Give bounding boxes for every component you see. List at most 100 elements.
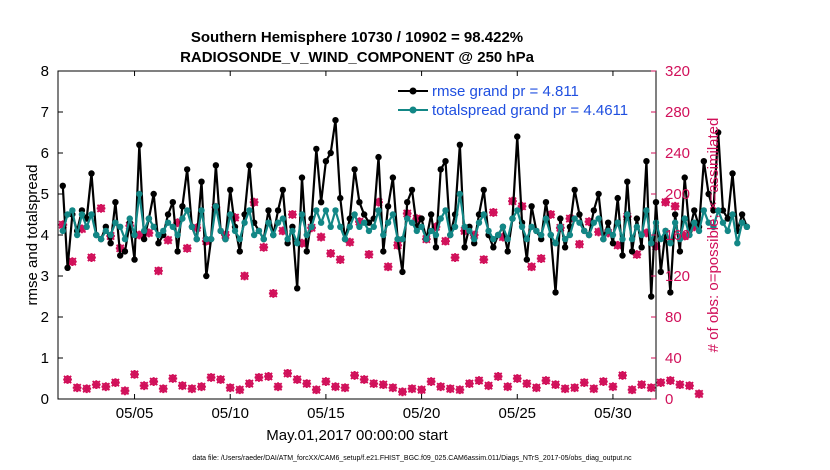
rmse-point <box>648 293 655 300</box>
obs-assimilated-marker <box>302 379 312 389</box>
rmse-point <box>136 141 143 148</box>
totalspread-point <box>227 211 234 218</box>
totalspread-point <box>260 235 267 243</box>
obs-assimilated-marker <box>158 384 168 394</box>
rmse-point <box>356 199 363 206</box>
totalspread-point <box>365 227 373 235</box>
obs-count-series <box>58 196 704 399</box>
rmse-point <box>437 166 444 173</box>
totalspread-point <box>207 235 215 243</box>
totalspread-point <box>389 211 397 218</box>
totalspread-point <box>73 231 81 239</box>
legend-marker-rmse <box>409 87 417 95</box>
totalspread-point <box>624 211 631 218</box>
x-tick-label: 05/25 <box>498 405 536 422</box>
series-layer <box>58 117 751 399</box>
totalspread-point <box>289 227 296 235</box>
obs-assimilated-marker <box>273 382 283 392</box>
y-tick-label-left: 4 <box>41 227 49 244</box>
obs-assimilated-marker <box>407 384 417 394</box>
totalspread-point <box>164 219 172 226</box>
obs-assimilated-marker <box>465 379 474 389</box>
obs-assimilated-marker <box>259 242 269 252</box>
obs-assimilated-marker <box>72 383 82 393</box>
obs-assimilated-marker <box>675 380 685 390</box>
obs-assimilated-marker <box>431 222 441 232</box>
rmse-point <box>552 289 559 296</box>
rmse-point <box>313 145 320 153</box>
y-tick-label-left: 5 <box>41 186 49 203</box>
totalspread-point <box>78 211 86 218</box>
rmse-point <box>351 166 358 173</box>
totalspread-point <box>643 207 650 214</box>
totalspread-point <box>217 227 224 235</box>
rmse-point <box>643 158 650 165</box>
obs-assimilated-marker <box>594 227 603 237</box>
totalspread-point <box>294 240 301 247</box>
rmse-point <box>246 162 253 169</box>
y-tick-label-right: 120 <box>665 268 690 285</box>
totalspread-point <box>537 231 545 239</box>
totalspread-point <box>246 207 253 214</box>
totalspread-point <box>107 231 114 239</box>
totalspread-point <box>370 223 377 230</box>
rmse-point <box>480 186 487 194</box>
totalspread-point <box>676 235 684 243</box>
obs-assimilated-marker <box>455 385 465 395</box>
x-axis-label: May.01,2017 00:00:00 start <box>266 427 448 444</box>
totalspread-point <box>317 219 325 226</box>
obs-assimilated-marker <box>512 374 522 383</box>
totalspread-point <box>375 207 382 214</box>
rmse-point <box>710 207 717 214</box>
rmse-point <box>360 211 368 218</box>
totalspread-point <box>451 223 459 230</box>
obs-assimilated-marker <box>225 383 235 393</box>
totalspread-point <box>662 227 669 235</box>
rmse-point <box>140 235 148 243</box>
totalspread-point <box>64 211 71 218</box>
obs-assimilated-marker <box>378 380 388 390</box>
totalspread-point <box>667 240 674 247</box>
rmse-point <box>332 117 339 124</box>
totalspread-point <box>69 207 76 214</box>
obs-assimilated-marker <box>249 197 259 207</box>
rmse-point <box>375 153 382 161</box>
totalspread-point <box>566 231 574 239</box>
totalspread-point <box>126 215 133 222</box>
obs-assimilated-marker <box>689 222 699 232</box>
totalspread-point <box>155 231 162 239</box>
obs-assimilated-marker <box>268 289 278 298</box>
obs-assimilated-marker <box>426 377 436 386</box>
obs-assimilated-marker <box>359 375 369 384</box>
x-tick-label: 05/10 <box>211 405 249 422</box>
obs-assimilated-marker <box>503 382 513 392</box>
obs-assimilated-marker <box>484 381 493 391</box>
obs-assimilated-marker <box>546 210 556 219</box>
rmse-point <box>384 203 392 210</box>
totalspread-point <box>93 231 100 239</box>
totalspread-point <box>140 227 148 235</box>
obs-assimilated-marker <box>445 384 455 394</box>
obs-assimilated-marker <box>383 262 393 272</box>
obs-assimilated-marker <box>450 253 460 262</box>
y-tick-label-left: 7 <box>41 104 49 121</box>
obs-assimilated-marker <box>168 374 178 383</box>
totalspread-point <box>83 223 90 230</box>
obs-assimilated-marker <box>369 379 379 389</box>
totalspread-point <box>203 235 210 243</box>
totalspread-point <box>480 211 487 218</box>
rmse-point <box>595 190 602 198</box>
rmse-point <box>317 199 325 206</box>
obs-assimilated-marker <box>254 373 264 382</box>
obs-assimilated-marker <box>101 382 111 392</box>
totalspread-point <box>571 215 578 222</box>
rmse-point <box>236 248 243 255</box>
rmse-point <box>681 174 688 181</box>
obs-assimilated-marker <box>264 372 273 381</box>
totalspread-point <box>743 223 751 230</box>
obs-assimilated-marker <box>570 383 580 393</box>
x-tick-label: 05/15 <box>307 405 345 422</box>
totalspread-point <box>514 207 521 214</box>
rmse-point <box>614 194 621 202</box>
totalspread-point <box>179 215 186 222</box>
